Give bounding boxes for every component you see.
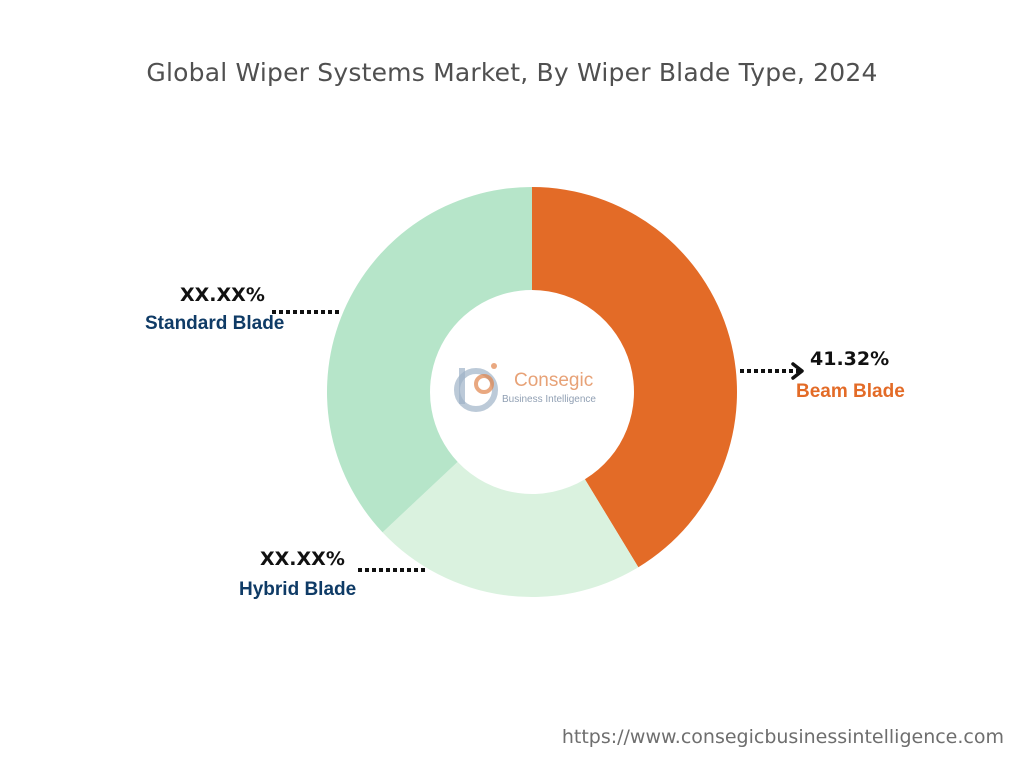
logo-mark xyxy=(454,363,498,412)
slice-standard-blade xyxy=(327,187,532,533)
data-label-standard-blade: XX.XX% xyxy=(180,284,265,306)
source-url[interactable]: https://www.consegicbusinessintelligence… xyxy=(561,726,1004,748)
logo-tagline: Business Intelligence xyxy=(502,394,596,405)
category-label-beam-blade: Beam Blade xyxy=(796,381,905,402)
category-label-standard-blade: Standard Blade xyxy=(145,313,285,334)
category-label-hybrid-blade: Hybrid Blade xyxy=(239,579,357,600)
leader-arrow-beam-blade xyxy=(791,362,804,380)
slice-beam-blade xyxy=(532,187,737,568)
slice-hybrid-blade xyxy=(382,461,639,597)
chart-title: Global Wiper Systems Market, By Wiper Bl… xyxy=(146,58,878,87)
data-label-hybrid-blade: XX.XX% xyxy=(260,548,345,570)
data-label-beam-blade: 41.32% xyxy=(810,348,890,370)
logo-name: Consegic xyxy=(514,370,594,391)
